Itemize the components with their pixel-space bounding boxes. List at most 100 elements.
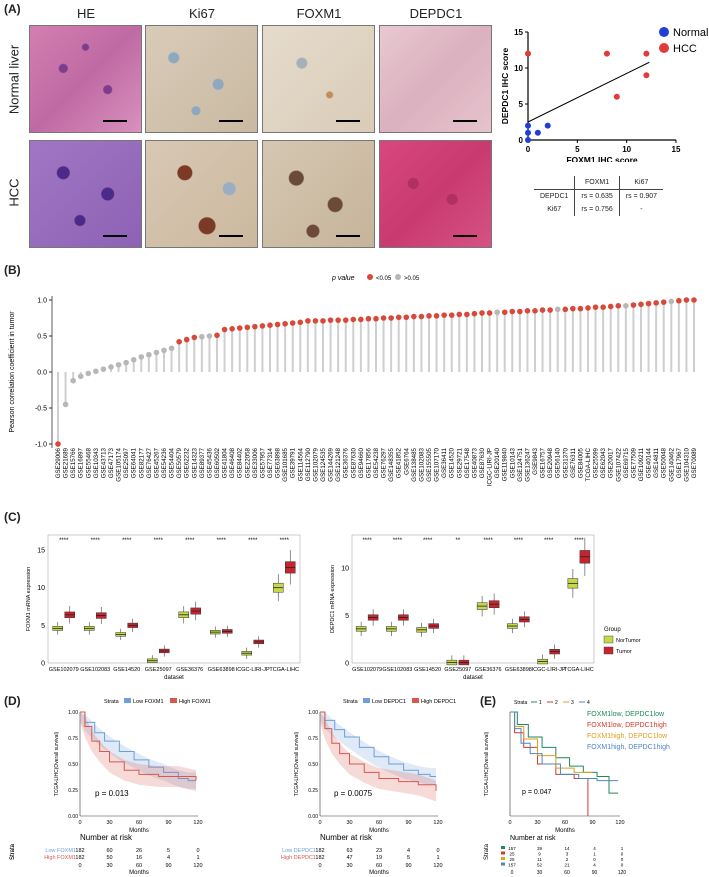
dataset-label: GSE121248 [335,447,342,481]
dataset-label: GSE62232 [184,447,191,478]
panel-label-b: (B) [4,263,21,277]
y-tick-label: 0.25 [68,788,78,794]
y-axis-label: TCGA-LIHC(Overall survival) [484,731,490,796]
ihc-image-hcc-he [29,140,142,248]
lollipop-point [342,317,349,323]
lollipop-point [199,333,205,340]
dataset-label: GSE43713 [100,447,107,478]
table-cell: DEPDC1 [540,193,569,200]
dataset-label: GSE64041 [131,447,138,478]
risk-value: 0 [593,857,596,862]
dataset-label: GSE69715 [623,447,630,478]
risk-value: 5 [167,848,170,854]
lollipop-point [494,309,500,316]
dataset-label: GSE76311 [570,447,577,477]
dataset-label: GSE87630 [350,447,357,478]
lollipop-point [259,323,266,329]
lollipop-point [479,310,485,316]
hcc-point [603,50,610,57]
risk-value: 60 [106,848,112,854]
risk-row-label: High FOXM1 [44,855,76,861]
x-tick-label: 90 [405,820,411,826]
y-tick-label: 1.00 [308,710,318,716]
risk-value: 182 [75,855,84,861]
dataset-label: GSE6764 [403,447,410,474]
legend-swatch [603,646,614,655]
lollipop-point [388,315,394,321]
correlation-table: FOXM1 Ki67 DEPDC1 rs = 0.635 rs = 0.907 … [534,176,664,216]
y-axis-label: DEPDC1 mRNA expression [330,565,336,633]
risk-swatch [501,857,505,860]
legend-label: 3 [571,700,574,706]
dataset-label: GSE124535 [320,447,327,481]
lollipop-point [638,301,644,308]
dataset-label: GSE17856 [365,447,372,478]
dataset-label: GSE56140 [555,447,562,478]
risk-value: 11 [537,857,542,862]
x-tick-label: 30 [534,820,540,826]
legend-label: NorTumor [616,638,641,644]
category-label: GSE25097 [444,667,471,673]
ihc-image-normal-foxm1 [262,25,375,133]
strata-label: Strata [104,699,120,705]
risk-value: 0 [621,863,624,868]
legend-swatch [170,698,177,703]
risk-value: 16 [136,855,142,861]
dataset-label: GSE20948 [547,447,554,478]
table-header-cell: Ki67 [618,176,664,190]
dataset-label: GSE77509 [630,447,637,478]
category-label: GSE102083 [382,667,412,673]
col-header-he: HE [76,6,96,21]
risk-value: 4 [167,855,170,861]
lollipop-point [562,306,569,313]
lollipop-point [547,307,553,313]
risk-x-tick: 30 [106,863,112,869]
significance-label: **** [248,538,258,544]
lollipop-point [327,317,334,323]
p-value: p = 0.0075 [334,789,373,798]
y-tick-label: 15 [514,28,523,37]
y-tick-label: 10 [514,64,523,73]
lollipop-point [668,298,675,305]
category-label: GSE14520 [414,667,441,673]
risk-value: 0 [621,852,624,857]
legend-sig-marker [367,274,373,280]
dataset-label: GSE105174 [116,447,123,481]
lollipop-point [108,364,114,370]
lollipop-point [115,362,122,368]
risk-value: 0 [436,848,439,854]
lollipop-point [70,377,76,384]
lollipop-point [600,304,606,310]
regression-line [527,61,650,123]
correlation-lollipop-chart: p value <0.05 >0.05 -1.0 -0.5 0.0 0.5 1.0 Pearso… [9,274,698,486]
lollipop-point [161,347,167,354]
category-label: TCGA-LIHC [564,667,594,673]
dataset-label: GSE140462 [668,447,675,481]
legend-ns-label: >0.05 [404,276,420,282]
y-tick-label: 0.00 [308,814,318,820]
lollipop-point [577,305,584,312]
y-tick-label: 5 [41,623,45,630]
legend-label: Low DEPDC1 [372,699,406,705]
dataset-label: GSE155505 [426,447,433,481]
x-tick-label: 0 [318,820,321,826]
dataset-label: GSE40144 [646,447,653,478]
risk-swatch [501,851,505,855]
lollipop-point [252,323,258,330]
lollipop-point [539,307,546,313]
risk-x-tick: 90 [165,863,171,869]
dataset-label: GSE63898 [275,447,282,478]
significance-label: **** [154,538,164,544]
y-tick-label: -1.0 [35,442,47,449]
ihc-image-hcc-ki67 [145,140,258,248]
legend-label: Low FOXM1 [133,699,164,705]
x-tick-label: 15 [672,145,681,154]
y-tick-label: 10 [37,585,45,592]
x-tick-label: 60 [136,820,142,826]
hcc-point [643,72,650,79]
p-value: p = 0.047 [522,789,551,796]
y-tick-label: 5 [519,100,524,109]
dataset-label: GSE76297 [381,447,388,478]
risk-strata-label: Strata [484,843,490,860]
